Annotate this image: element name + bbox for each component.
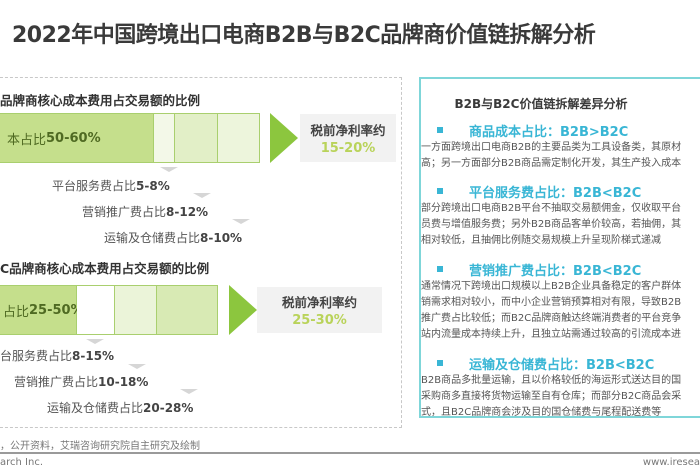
b2b-cost-bar: 本占比 50-60% — [0, 113, 260, 163]
b2b-profit-box: 税前净利率约 15-20% — [300, 114, 396, 162]
footer-copyright: arch Inc. — [0, 457, 43, 468]
b2c-section-title: C品牌商核心成本费用占交易额的比例 — [0, 261, 210, 276]
bullet-square-icon — [437, 360, 443, 366]
b2c-logistics-fee-segment — [156, 286, 217, 334]
b2c-profit-value: 25-30% — [292, 313, 347, 328]
bullet-square-icon — [437, 266, 443, 272]
source-note: ，公开资料，艾瑞咨询研究院自主研究及绘制 — [0, 441, 200, 452]
b2b-platform-fee: 平台服务费占比5-8% — [52, 179, 170, 193]
b2c-logistics-fee: 运输及仓储费占比20-28% — [47, 401, 194, 415]
cost-structure-panel — [0, 77, 402, 428]
b2c-goods-cost-segment: 占比 25-50% — [0, 286, 84, 334]
analysis-item-logistics-fee: 运输及仓储费占比：B2B<B2C B2B商品多批量运输，且以价格较低的海运形式送… — [421, 357, 682, 419]
chevron-down-icon — [160, 167, 178, 172]
b2b-arrow-icon — [270, 113, 298, 163]
b2c-platform-fee: 台服务费占比8-15% — [0, 349, 115, 363]
analysis-item-goods-cost: 商品成本占比：B2B>B2C 一方面跨境出口电商B2B的主要品类为工具设备类，其… — [421, 124, 682, 170]
b2b-goods-cost-value: 50-60% — [46, 130, 101, 146]
page-title: 2022年中国跨境出口电商B2B与B2C品牌商价值链拆解分析 — [12, 23, 596, 48]
chevron-down-icon — [193, 193, 211, 198]
analysis-item-marketing-fee: 营销推广费占比：B2B<B2C 通常情况下跨境出口规模以上B2B企业具备稳定的客… — [421, 263, 682, 341]
b2b-section-title: 品牌商核心成本费用占交易额的比例 — [0, 93, 201, 108]
b2b-marketing-fee-segment — [175, 114, 218, 162]
b2b-marketing-fee: 营销推广费占比8-12% — [82, 205, 209, 219]
b2b-logistics-fee-segment — [218, 114, 259, 162]
b2c-marketing-fee-segment — [115, 286, 157, 334]
chevron-down-icon — [232, 219, 250, 224]
bullet-square-icon — [437, 188, 443, 194]
footer-website: www.iresea — [642, 457, 700, 468]
b2b-profit-value: 15-20% — [320, 141, 376, 156]
analysis-title: B2B与B2C价值链拆解差异分析 — [454, 97, 628, 111]
b2c-goods-cost-label: 占比 — [3, 304, 30, 320]
b2c-profit-label: 税前净利率约 — [281, 295, 357, 310]
b2b-profit-label: 税前净利率约 — [310, 123, 386, 138]
b2c-goods-cost-value: 25-50% — [29, 302, 84, 318]
b2b-logistics-fee: 运输及仓储费占比8-10% — [104, 231, 243, 245]
b2c-arrow-icon — [229, 285, 257, 335]
b2b-goods-cost-segment: 本占比 50-60% — [0, 114, 154, 162]
b2c-profit-box: 税前净利率约 25-30% — [257, 287, 382, 333]
footer-divider — [0, 452, 700, 454]
b2c-marketing-fee: 营销推广费占比10-18% — [14, 375, 149, 389]
chevron-down-icon — [180, 389, 198, 394]
chevron-down-icon — [128, 364, 146, 369]
analysis-item-platform-fee: 平台服务费占比：B2B<B2C 部分跨境出口电商B2B平台不抽取交易额佣金，仅收… — [421, 185, 682, 247]
analysis-panel: B2B与B2C价值链拆解差异分析 商品成本占比：B2B>B2C 一方面跨境出口电… — [419, 77, 700, 418]
chevron-down-icon — [86, 339, 104, 344]
bullet-square-icon — [437, 127, 443, 133]
b2c-platform-fee-segment — [77, 286, 116, 334]
b2b-platform-fee-segment — [154, 114, 175, 162]
b2c-cost-bar: 占比 25-50% — [0, 285, 218, 335]
b2b-goods-cost-label: 本占比 — [7, 132, 47, 148]
